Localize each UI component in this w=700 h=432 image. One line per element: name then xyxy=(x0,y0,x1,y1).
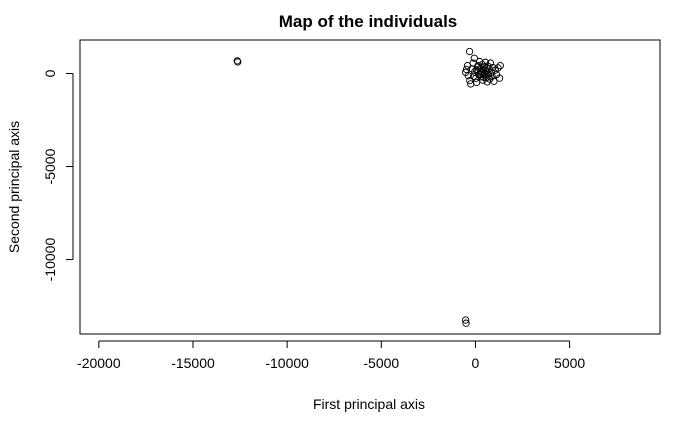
points-layer xyxy=(233,47,504,327)
x-tick-label: 5000 xyxy=(554,355,585,371)
data-point xyxy=(484,72,493,80)
x-tick-label: 0 xyxy=(472,355,480,371)
data-point xyxy=(495,74,504,82)
data-point xyxy=(483,64,491,72)
y-axis: 0 -5000 -10000 xyxy=(42,69,74,282)
y-tick-label: -5000 xyxy=(42,148,58,184)
data-point xyxy=(472,78,481,87)
data-point xyxy=(494,64,502,72)
chart-title: Map of the individuals xyxy=(279,12,458,31)
y-tick-label: -10000 xyxy=(42,238,58,282)
data-point xyxy=(464,72,472,80)
y-tick-label: 0 xyxy=(42,69,58,77)
data-point xyxy=(462,316,470,324)
data-point xyxy=(462,319,470,327)
x-axis: -20000 -15000 -10000 -5000 0 5000 xyxy=(77,340,585,371)
plot-frame xyxy=(79,39,661,335)
data-point xyxy=(481,58,490,66)
x-tick-label: -15000 xyxy=(171,355,215,371)
data-point xyxy=(479,73,488,81)
x-tick-label: -10000 xyxy=(265,355,309,371)
x-axis-label: First principal axis xyxy=(313,396,425,412)
data-point xyxy=(490,77,498,85)
data-point xyxy=(470,54,478,62)
data-point xyxy=(474,61,482,70)
data-point xyxy=(469,72,478,80)
data-point xyxy=(234,58,242,66)
data-point xyxy=(465,47,474,56)
x-tick-label: -20000 xyxy=(77,355,121,371)
data-point xyxy=(486,59,495,67)
y-axis-label: Second principal axis xyxy=(6,121,22,253)
data-point xyxy=(472,66,481,74)
data-point xyxy=(482,67,491,75)
data-point xyxy=(488,72,496,80)
data-point xyxy=(496,62,504,70)
x-tick-label: -5000 xyxy=(363,355,399,371)
